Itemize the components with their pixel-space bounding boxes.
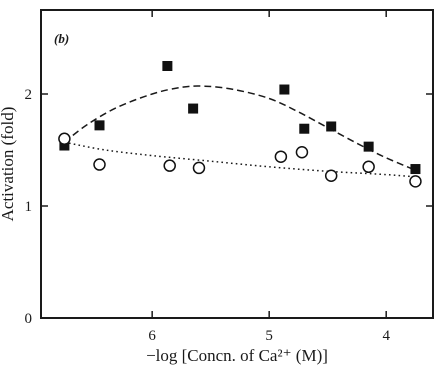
- x-tick-label: 6: [148, 328, 156, 344]
- open-circle-point: [362, 160, 375, 174]
- filled-square-point: [299, 123, 310, 134]
- open-circle-point: [295, 145, 309, 159]
- open-circle-point: [274, 150, 288, 163]
- filled-square-point: [188, 103, 199, 114]
- y-tick-label: 2: [25, 87, 33, 103]
- panel-label: (b): [54, 31, 69, 46]
- y-tick-label: 0: [25, 311, 33, 327]
- filled-square-point: [326, 121, 337, 132]
- x-tick-label: 4: [382, 328, 390, 344]
- filled-square-point: [94, 120, 105, 131]
- tick-labels: 6 5 4 0 1 2: [25, 87, 391, 344]
- dotted-fit-line: [64, 141, 416, 178]
- open-circle-point: [192, 161, 206, 175]
- open-circle-point: [409, 175, 422, 188]
- filled-square-point: [59, 140, 70, 151]
- dashed-fit-line: [63, 85, 416, 171]
- open-circle-point: [93, 158, 106, 171]
- filled-square-point: [162, 61, 173, 71]
- plot-frame: [40, 9, 434, 319]
- data-points: [58, 61, 422, 188]
- open-circle-point: [58, 132, 71, 146]
- x-axis-title: −log [Concn. of Ca²⁺ (M)]: [146, 346, 328, 365]
- filled-square-point: [279, 84, 290, 95]
- axis-ticks: [41, 10, 433, 319]
- open-circle-point: [324, 169, 338, 183]
- x-tick-label: 5: [265, 328, 273, 344]
- filled-square-point: [363, 141, 374, 152]
- fit-curves: [63, 85, 416, 178]
- filled-square-point: [410, 164, 421, 175]
- y-axis-title: Activation (fold): [0, 107, 17, 222]
- open-circle-point: [163, 159, 176, 172]
- y-tick-label: 1: [25, 199, 33, 215]
